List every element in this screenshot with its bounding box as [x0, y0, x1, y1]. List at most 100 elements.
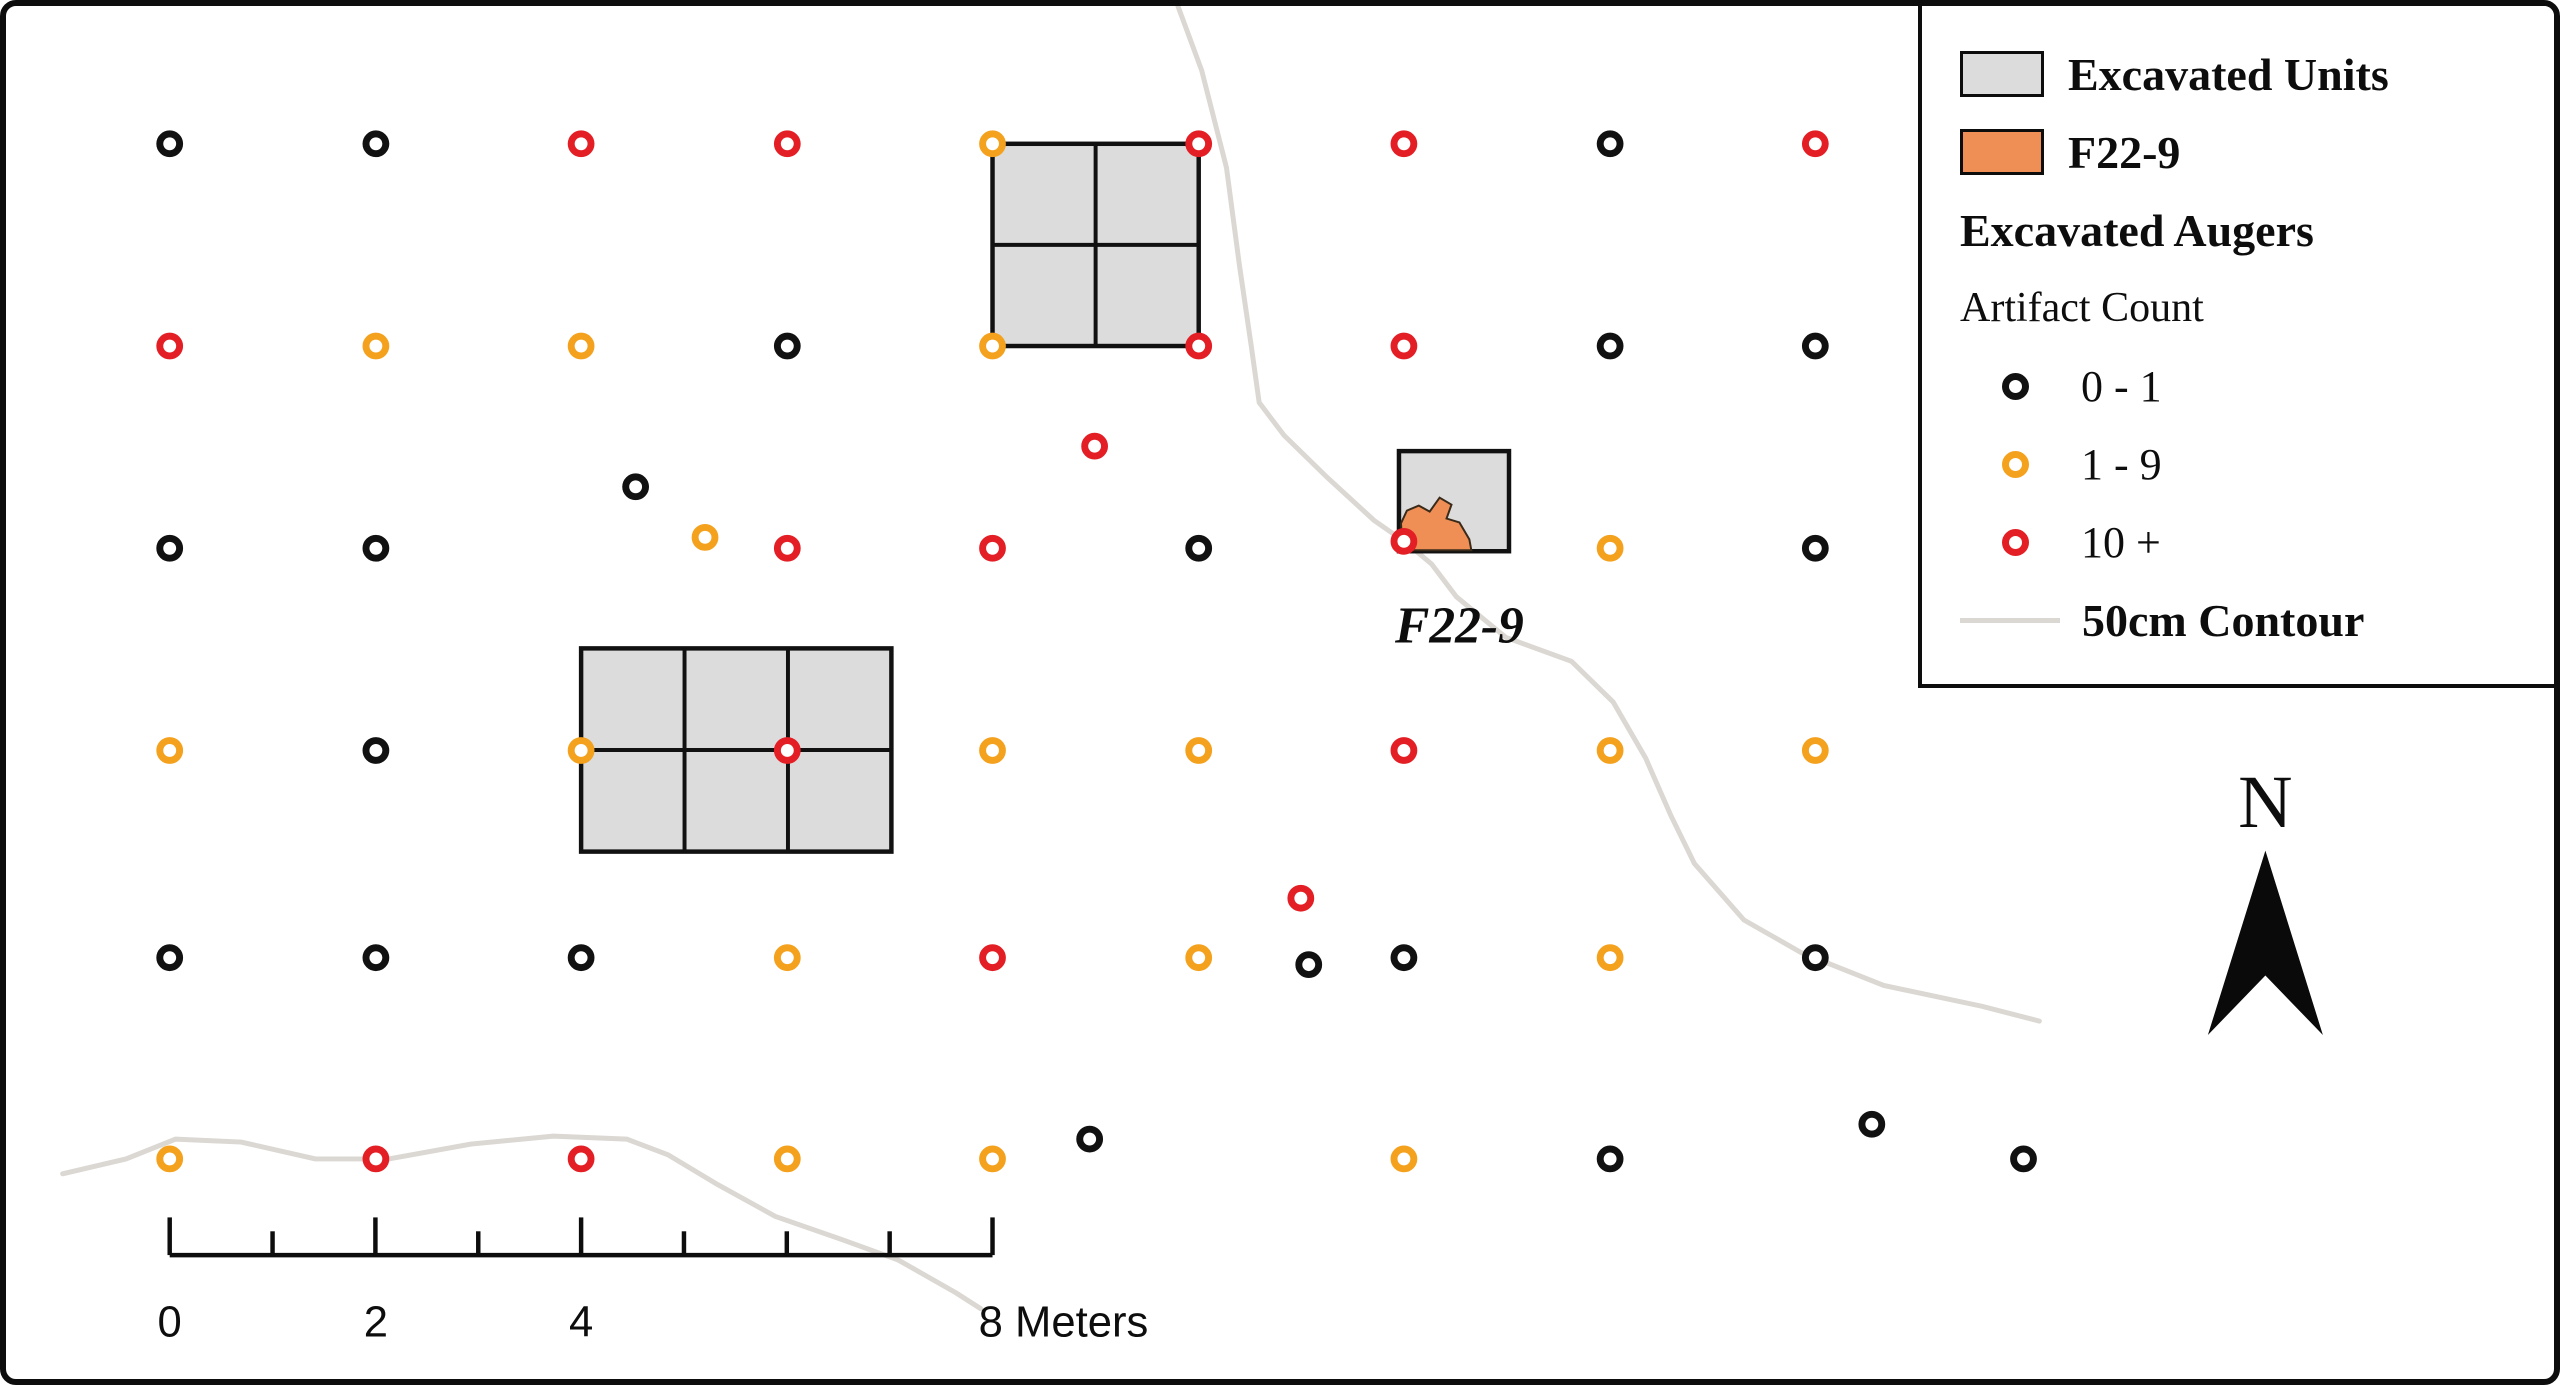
auger-point [1185, 944, 1213, 972]
auger-point [1596, 1145, 1624, 1173]
excavated-unit [990, 141, 1201, 349]
contour-line [60, 1133, 984, 1312]
legend-row-artifact-count: Artifact Count [1960, 276, 2536, 340]
auger-point [1390, 527, 1418, 555]
auger-point [156, 737, 184, 764]
auger-point [1076, 1125, 1104, 1153]
auger-point [1596, 737, 1624, 764]
auger-point [567, 944, 595, 972]
auger-point [362, 534, 390, 562]
auger-point [1596, 944, 1624, 972]
legend-label-excavated-units: Excavated Units [2068, 48, 2389, 100]
auger-point [1081, 432, 1109, 460]
legend: Excavated Units F22-9 Excavated Augers A… [1918, 6, 2554, 688]
auger-point [979, 944, 1006, 972]
auger-point [1801, 130, 1829, 158]
legend-circle-low-icon [2002, 372, 2029, 400]
auger-point [1801, 534, 1829, 562]
auger-point [156, 130, 184, 158]
auger-point [567, 737, 595, 764]
scale-bar-ticks [167, 1217, 995, 1258]
auger-point [1390, 130, 1418, 158]
excavation-units-layer [578, 141, 1512, 854]
legend-row-class-mid: 1 - 9 [1960, 432, 2536, 496]
auger-point [362, 737, 390, 764]
auger-point [1801, 737, 1829, 764]
auger-point [156, 1145, 184, 1173]
legend-swatch-units [1960, 51, 2044, 97]
auger-point [1390, 944, 1418, 972]
legend-label-feature: F22-9 [2068, 126, 2181, 178]
auger-point [1287, 884, 1315, 912]
auger-point [773, 130, 801, 158]
legend-circle-high-icon [2002, 528, 2029, 556]
auger-point [156, 332, 184, 360]
auger-point [1185, 534, 1213, 562]
feature-f22-9 [1399, 496, 1473, 552]
auger-point [1801, 332, 1829, 360]
legend-augers-header: Excavated Augers [1960, 204, 2314, 256]
auger-point [1596, 332, 1624, 360]
auger-point [979, 534, 1006, 562]
legend-row-class-low: 0 - 1 [1960, 354, 2536, 418]
legend-circle-mid-icon [2002, 450, 2029, 478]
auger-point [1295, 951, 1323, 979]
legend-row-augers-header: Excavated Augers [1960, 198, 2536, 262]
legend-class-low-label: 0 - 1 [2081, 361, 2162, 411]
auger-point [567, 1145, 595, 1173]
auger-point [1390, 332, 1418, 360]
legend-contour-label: 50cm Contour [2082, 594, 2365, 646]
auger-point [362, 332, 390, 360]
legend-swatch-feature [1960, 129, 2044, 175]
auger-point [691, 523, 719, 551]
auger-point [622, 473, 650, 501]
auger-point [979, 1145, 1006, 1173]
auger-point [1185, 737, 1213, 764]
legend-class-high-label: 10 + [2081, 517, 2161, 567]
legend-contour-line-icon [1960, 617, 2060, 623]
contour-line [1175, 6, 2042, 1024]
legend-class-mid-label: 1 - 9 [2081, 439, 2162, 489]
auger-layer [156, 130, 2037, 1173]
contour-layer [60, 6, 2042, 1312]
legend-row-contour: 50cm Contour [1960, 588, 2536, 652]
legend-artifact-count-label: Artifact Count [1960, 285, 2204, 331]
auger-point [1390, 737, 1418, 764]
auger-point [1596, 534, 1624, 562]
auger-point [1858, 1110, 1886, 1138]
auger-point [362, 130, 390, 158]
auger-point [979, 130, 1006, 158]
auger-point [1185, 332, 1213, 360]
north-arrow-group: N [2207, 761, 2323, 1036]
auger-point [567, 332, 595, 360]
map-canvas: F22-9 N 0 2 4 8 Meters [60, 6, 2323, 1346]
auger-point [979, 332, 1006, 360]
scale-bar: 0 2 4 8 Meters [158, 1217, 1149, 1346]
auger-point [979, 737, 1006, 764]
auger-point [1390, 1145, 1418, 1173]
auger-point [156, 534, 184, 562]
auger-point [773, 332, 801, 360]
scale-label-0: 0 [158, 1298, 182, 1346]
auger-point [773, 1145, 801, 1173]
auger-point [156, 944, 184, 972]
auger-point [567, 130, 595, 158]
scale-label-4: 4 [569, 1298, 593, 1346]
auger-point [773, 737, 801, 764]
auger-point [1596, 130, 1624, 158]
legend-row-excavated-units: Excavated Units [1960, 42, 2536, 106]
scale-label-8-meters: 8 Meters [979, 1298, 1149, 1346]
north-label: N [2238, 761, 2292, 844]
legend-row-class-high: 10 + [1960, 510, 2536, 574]
auger-point [773, 534, 801, 562]
feature-annotation: F22-9 [1394, 597, 1524, 654]
excavated-unit [578, 646, 894, 854]
north-arrow-icon [2207, 850, 2323, 1036]
auger-point [1801, 944, 1829, 972]
auger-point [362, 944, 390, 972]
auger-point [773, 944, 801, 972]
auger-point [2010, 1145, 2037, 1173]
legend-row-feature: F22-9 [1960, 120, 2536, 184]
auger-point [1185, 130, 1213, 158]
